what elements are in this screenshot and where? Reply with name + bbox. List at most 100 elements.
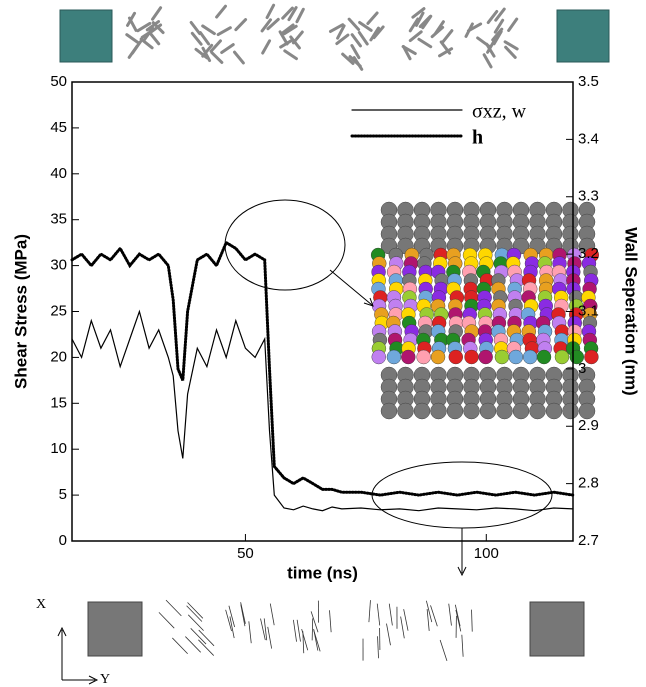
- chain: [454, 604, 461, 627]
- chain: [347, 17, 361, 32]
- legend-label: σxz, w: [472, 101, 527, 123]
- chain: [507, 17, 519, 32]
- chain: [145, 20, 161, 32]
- atom: [463, 402, 480, 420]
- y-tick-label: 25: [50, 302, 67, 319]
- atom: [397, 402, 414, 420]
- chain: [448, 603, 452, 626]
- legend-label: h: [472, 127, 483, 149]
- atom: [448, 349, 463, 365]
- chain: [408, 30, 423, 43]
- chain: [287, 6, 298, 22]
- chain: [260, 18, 273, 33]
- y2-tick-label: 3.2: [578, 245, 599, 262]
- chain: [311, 618, 314, 641]
- atom: [380, 402, 398, 420]
- y-tick-label: 30: [50, 257, 67, 274]
- wall-snapshot: [556, 9, 610, 63]
- x-tick-label: 50: [237, 545, 254, 562]
- wall-snapshot: [529, 601, 585, 657]
- chain: [310, 611, 319, 633]
- chain: [471, 609, 473, 632]
- atom: [522, 349, 538, 365]
- chain: [165, 599, 182, 617]
- chain: [263, 618, 268, 641]
- chain: [189, 20, 202, 36]
- chain: [313, 628, 319, 651]
- chain: [201, 24, 216, 36]
- y-tick-label: 20: [50, 348, 67, 365]
- chain: [283, 49, 298, 61]
- chain: [493, 18, 505, 34]
- y-tick-label: 40: [50, 165, 67, 182]
- chain: [485, 42, 496, 58]
- chain: [280, 23, 295, 35]
- chain: [352, 56, 364, 71]
- atom: [584, 349, 599, 365]
- chain: [350, 33, 362, 48]
- y-tick-label: 50: [50, 73, 67, 90]
- y2-tick-label: 2.8: [578, 475, 599, 492]
- chain: [187, 602, 204, 619]
- chain: [292, 619, 297, 642]
- chain: [295, 7, 305, 24]
- y2-tick-label: 3.3: [578, 188, 599, 205]
- atom: [562, 402, 579, 420]
- snapshot-strip-top: [59, 3, 610, 71]
- atom: [536, 349, 552, 365]
- atom: [464, 349, 479, 365]
- chain: [130, 40, 143, 55]
- molecule-inset: [370, 201, 599, 420]
- chain: [482, 53, 493, 69]
- atom: [496, 402, 513, 420]
- annotations: [224, 199, 553, 577]
- chain: [357, 30, 369, 46]
- atom: [430, 402, 447, 420]
- chain: [414, 11, 425, 27]
- chain: [186, 605, 203, 622]
- chain: [267, 626, 273, 649]
- chain: [358, 20, 373, 32]
- y2-tick-label: 3: [578, 360, 586, 377]
- chain: [282, 24, 298, 36]
- chain: [210, 51, 224, 64]
- chain: [403, 609, 409, 631]
- chain: [336, 24, 346, 40]
- y2-axis-title: Wall Seperation (nm): [622, 227, 641, 395]
- chain: [201, 46, 212, 63]
- atom: [479, 402, 497, 420]
- atom: [478, 349, 493, 365]
- y2-tick-label: 3.1: [578, 302, 599, 319]
- atom: [554, 349, 570, 365]
- chain: [225, 609, 232, 632]
- chain: [158, 612, 175, 629]
- chain: [366, 11, 379, 25]
- y-tick-label: 15: [50, 394, 67, 411]
- chain: [377, 636, 379, 659]
- atom: [494, 349, 510, 365]
- chain: [266, 17, 280, 31]
- y-tick-label: 35: [50, 211, 67, 228]
- chain: [350, 44, 361, 60]
- chain: [376, 603, 381, 626]
- chain: [187, 614, 204, 631]
- chain: [172, 637, 188, 655]
- arrow: [329, 269, 373, 306]
- chain: [240, 604, 246, 627]
- wall-snapshot: [59, 9, 113, 63]
- chain: [198, 629, 215, 647]
- chain: [434, 20, 445, 35]
- series-line: [70, 240, 575, 497]
- atom: [578, 402, 596, 420]
- chain: [439, 639, 448, 661]
- chain: [388, 603, 393, 626]
- coordinate-axes: [57, 626, 99, 685]
- chain: [329, 610, 332, 633]
- chain: [151, 6, 163, 21]
- chain: [261, 39, 272, 55]
- chain: [455, 609, 462, 632]
- atom: [416, 349, 431, 365]
- chain: [369, 26, 380, 42]
- chain: [421, 14, 433, 30]
- axis-annotation: Y: [100, 672, 110, 687]
